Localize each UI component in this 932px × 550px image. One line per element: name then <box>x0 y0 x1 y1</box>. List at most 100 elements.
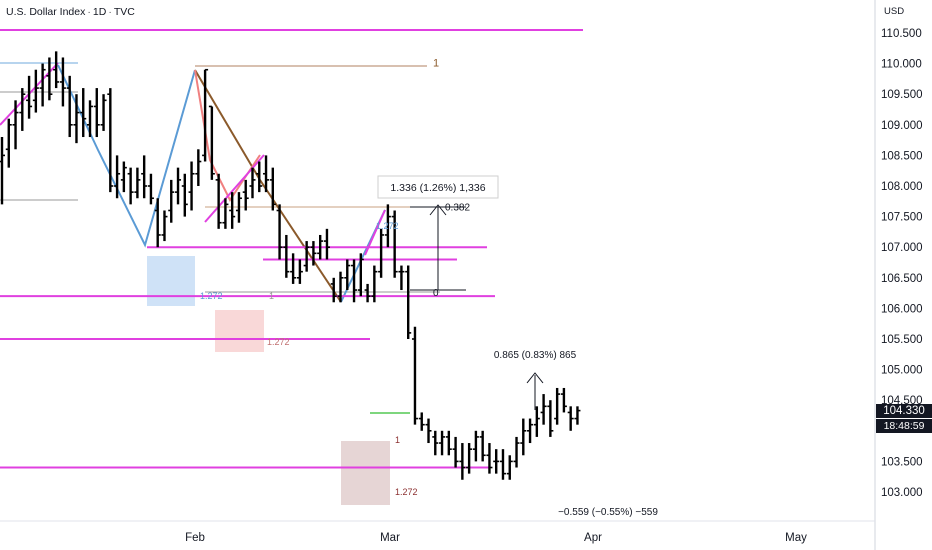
fib-level-label: 1.272 <box>267 337 290 347</box>
blue-fib-box <box>147 256 195 306</box>
ohlc-bar <box>310 241 317 266</box>
ohlc-bar <box>242 179 249 211</box>
ohlc-bar <box>317 234 324 260</box>
ohlc-bar <box>533 406 540 437</box>
ohlc-bar <box>371 265 378 303</box>
ohlc-bar <box>384 204 391 248</box>
y-tick-label: 103.500 <box>881 456 923 468</box>
ohlc-bar <box>330 277 337 303</box>
ohlc-bar <box>493 449 500 474</box>
ohlc-bar <box>168 179 175 223</box>
ohlc-bar <box>100 94 107 131</box>
ohlc-bar <box>235 192 242 223</box>
measure-arrowhead-1 <box>429 204 447 216</box>
ohlc-bar <box>5 118 12 168</box>
ohlc-bar <box>26 75 33 119</box>
ohlc-bar <box>378 228 385 278</box>
y-tick-label: 108.000 <box>881 181 923 193</box>
ohlc-bar <box>73 94 80 144</box>
ohlc-bar <box>229 192 236 229</box>
ohlc-bar <box>53 51 60 89</box>
ohlc-bar <box>432 430 439 456</box>
measure-label-box <box>377 175 499 199</box>
brown-fib-box <box>341 441 390 505</box>
ohlc-bar <box>540 394 547 425</box>
y-tick-label: 105.500 <box>881 334 923 346</box>
ohlc-bar <box>195 149 202 186</box>
ohlc-bar <box>154 198 161 248</box>
ohlc-bar <box>208 105 215 180</box>
ohlc-bar <box>296 259 303 284</box>
x-tick-label: Mar <box>380 532 400 544</box>
ohlc-bar <box>445 430 452 456</box>
ohlc-bar <box>337 271 344 303</box>
ohlc-bar <box>520 418 527 456</box>
measure-arrowhead-2 <box>526 372 544 384</box>
ohlc-bar <box>411 326 418 425</box>
ohlc-bar <box>486 443 493 474</box>
ohlc-bar <box>351 259 358 303</box>
ohlc-bar <box>303 241 310 272</box>
ohlc-bar <box>554 387 561 425</box>
ohlc-bar <box>12 100 19 150</box>
pink-fib-box <box>215 310 264 352</box>
ohlc-bar <box>127 167 134 205</box>
y-tick-label: 103.000 <box>881 487 923 499</box>
ohlc-bar <box>222 198 229 229</box>
ohlc-bar <box>472 430 479 462</box>
ohlc-bar <box>66 75 73 138</box>
zigzag-brown <box>194 69 342 303</box>
trend-diag-2 <box>204 154 265 223</box>
last-price-tag: 104.330 <box>876 404 932 418</box>
ohlc-bar <box>256 161 263 193</box>
ohlc-bar <box>357 253 364 297</box>
y-tick-label: 107.000 <box>881 242 923 254</box>
x-tick-label: Feb <box>185 532 205 544</box>
fib-level-label: 1 <box>433 58 439 70</box>
ohlc-bar <box>323 228 330 260</box>
ohlc-bar <box>59 57 66 107</box>
y-tick-label: 106.000 <box>881 303 923 315</box>
ohlc-bar <box>513 436 520 468</box>
ohlc-bar <box>19 88 26 131</box>
fib-level-label: 1 <box>395 435 400 445</box>
y-tick-label: 108.500 <box>881 150 923 162</box>
ohlc-bar <box>466 443 473 474</box>
interval-label[interactable]: 1D <box>92 6 107 18</box>
ohlc-bar <box>141 155 148 199</box>
y-tick-label: 106.500 <box>881 273 923 285</box>
x-tick-label: May <box>785 532 807 544</box>
y-tick-label: 109.500 <box>881 89 923 101</box>
ohlc-bar <box>39 63 46 107</box>
fib-level-label: 1.272 <box>395 487 418 497</box>
ohlc-bar <box>249 167 256 199</box>
ohlc-bar <box>114 155 121 199</box>
ohlc-bar <box>202 68 209 162</box>
y-tick-label: 110.500 <box>881 28 922 40</box>
bar-countdown: 18:48:59 <box>876 419 932 433</box>
y-tick-label: 107.500 <box>881 212 923 224</box>
exchange-label: TVC <box>113 6 135 18</box>
ohlc-bar <box>459 443 466 480</box>
ohlc-bar <box>161 210 168 242</box>
ohlc-bar <box>560 387 567 413</box>
symbol-name: U.S. Dollar Index <box>6 6 86 18</box>
zigzag-blue <box>57 64 196 248</box>
ohlc-bar <box>215 173 222 229</box>
ohlc-bar <box>506 455 513 480</box>
ohlc-bar <box>87 100 94 138</box>
ohlc-bar <box>290 253 297 284</box>
ohlc-bar <box>80 88 87 138</box>
ohlc-bar <box>107 88 114 193</box>
fib-level-label: 0.382 <box>445 202 470 213</box>
title-separator: · <box>87 6 91 18</box>
ohlc-bar <box>425 418 432 444</box>
ohlc-bar <box>263 155 270 193</box>
y-tick-label: 110.000 <box>881 59 922 71</box>
measure-label-2: 0.865 (0.83%) 865 <box>494 350 577 361</box>
ohlc-bar <box>0 137 5 205</box>
ohlc-bar <box>147 173 154 205</box>
currency-label[interactable]: USD <box>884 6 905 17</box>
y-tick-label: 109.000 <box>881 120 923 132</box>
